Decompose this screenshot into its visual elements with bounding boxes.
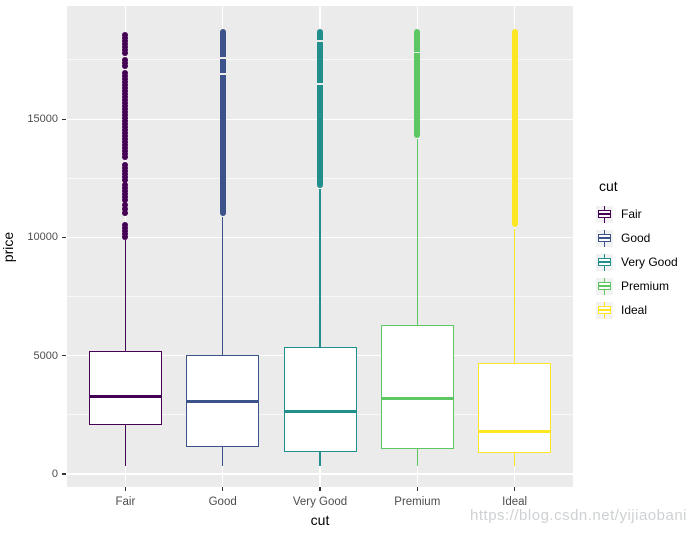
legend-item-label: Good xyxy=(621,231,651,245)
outlier-point xyxy=(122,210,129,217)
outlier-bar xyxy=(511,29,518,228)
whisker-lower xyxy=(221,446,224,467)
x-tick-mark xyxy=(124,487,126,491)
outlier-point xyxy=(122,177,129,184)
legend-item-very-good: Very Good xyxy=(596,250,696,274)
boxplot-key-icon xyxy=(596,253,613,271)
outlier-gap xyxy=(317,83,323,85)
legend-items: Fair Good Very Good Premium Ideal xyxy=(596,202,696,322)
y-tick-mark xyxy=(62,236,66,238)
legend-item-label: Fair xyxy=(621,207,642,221)
boxplot-key-icon xyxy=(596,205,613,223)
outlier-point xyxy=(122,50,129,57)
boxplot-median xyxy=(186,400,260,404)
x-tick-label: Very Good xyxy=(292,496,348,508)
legend-item-good: Good xyxy=(596,226,696,250)
outlier-point xyxy=(122,91,129,98)
legend-item-ideal: Ideal xyxy=(596,298,696,322)
x-axis-title: cut xyxy=(310,512,330,528)
boxplot-median xyxy=(88,394,162,398)
legend-item-label: Very Good xyxy=(621,255,678,269)
outlier-gap xyxy=(219,57,226,59)
outlier-point xyxy=(122,206,129,213)
whisker-lower xyxy=(124,425,127,466)
outlier-gap xyxy=(317,40,323,42)
y-tick-label: 5000 xyxy=(33,349,58,362)
outlier-point xyxy=(122,76,129,83)
outlier-gap xyxy=(414,51,421,54)
outlier-point xyxy=(122,63,129,70)
outlier-point xyxy=(122,202,129,209)
y-tick-label: 15000 xyxy=(27,113,58,126)
watermark-text: https://blog.csdn.net/yijiaobani xyxy=(470,507,687,524)
boxplot-box xyxy=(478,363,552,454)
whisker-upper xyxy=(124,239,127,351)
outlier-point xyxy=(122,174,129,181)
x-tick-label: Good xyxy=(208,496,237,508)
legend-item-premium: Premium xyxy=(596,274,696,298)
boxplot-box xyxy=(88,350,162,426)
y-tick-mark xyxy=(62,355,66,357)
legend-item-label: Ideal xyxy=(621,303,648,317)
x-tick-mark xyxy=(319,487,321,491)
outlier-point xyxy=(122,222,129,229)
plot-panel xyxy=(67,6,573,487)
legend-title: cut xyxy=(599,178,618,194)
legend-item-fair: Fair xyxy=(596,202,696,226)
boxplot-box xyxy=(380,325,454,450)
outlier-point xyxy=(122,234,129,241)
outlier-bar xyxy=(219,29,226,217)
legend: cut Fair Good Very Good Premium Ideal xyxy=(596,178,696,322)
outlier-point xyxy=(122,124,129,131)
outlier-point xyxy=(122,197,129,204)
outlier-point xyxy=(122,154,129,161)
boxplot-median xyxy=(283,409,357,413)
x-tick-mark xyxy=(222,487,224,491)
y-tick-label: 10000 xyxy=(27,231,58,244)
boxplot-key-icon xyxy=(596,277,613,295)
outlier-point xyxy=(122,188,129,195)
boxplot-key-icon xyxy=(596,301,613,319)
x-tick-label: Premium xyxy=(394,496,441,508)
outlier-point xyxy=(122,109,129,116)
boxplot-box xyxy=(283,346,357,453)
x-tick-label: Ideal xyxy=(502,496,528,508)
x-tick-mark xyxy=(514,487,516,491)
y-tick-label: 0 xyxy=(51,468,58,480)
boxplot-median xyxy=(478,429,552,433)
legend-item-label: Premium xyxy=(621,279,670,293)
whisker-upper xyxy=(416,138,419,326)
outlier-gap xyxy=(219,72,226,75)
y-axis-title: price xyxy=(0,231,16,263)
y-tick-mark xyxy=(62,473,66,475)
outlier-point xyxy=(122,130,129,137)
outlier-bar xyxy=(414,28,421,138)
x-tick-label: Fair xyxy=(115,496,136,508)
boxplot-key-icon xyxy=(596,229,613,247)
outlier-point xyxy=(122,145,129,152)
whisker-upper xyxy=(319,188,321,347)
whisker-upper xyxy=(221,217,224,356)
y-tick-mark xyxy=(62,118,66,120)
outlier-point xyxy=(122,47,129,54)
whisker-lower xyxy=(319,452,321,467)
boxplot-median xyxy=(380,397,454,401)
outlier-point xyxy=(122,32,129,39)
outlier-point xyxy=(122,70,129,77)
outlier-bar xyxy=(317,28,323,188)
outlier-point xyxy=(122,151,129,158)
whisker-upper xyxy=(513,228,516,364)
whisker-lower xyxy=(513,453,516,467)
whisker-lower xyxy=(416,449,419,467)
x-tick-mark xyxy=(416,487,418,491)
